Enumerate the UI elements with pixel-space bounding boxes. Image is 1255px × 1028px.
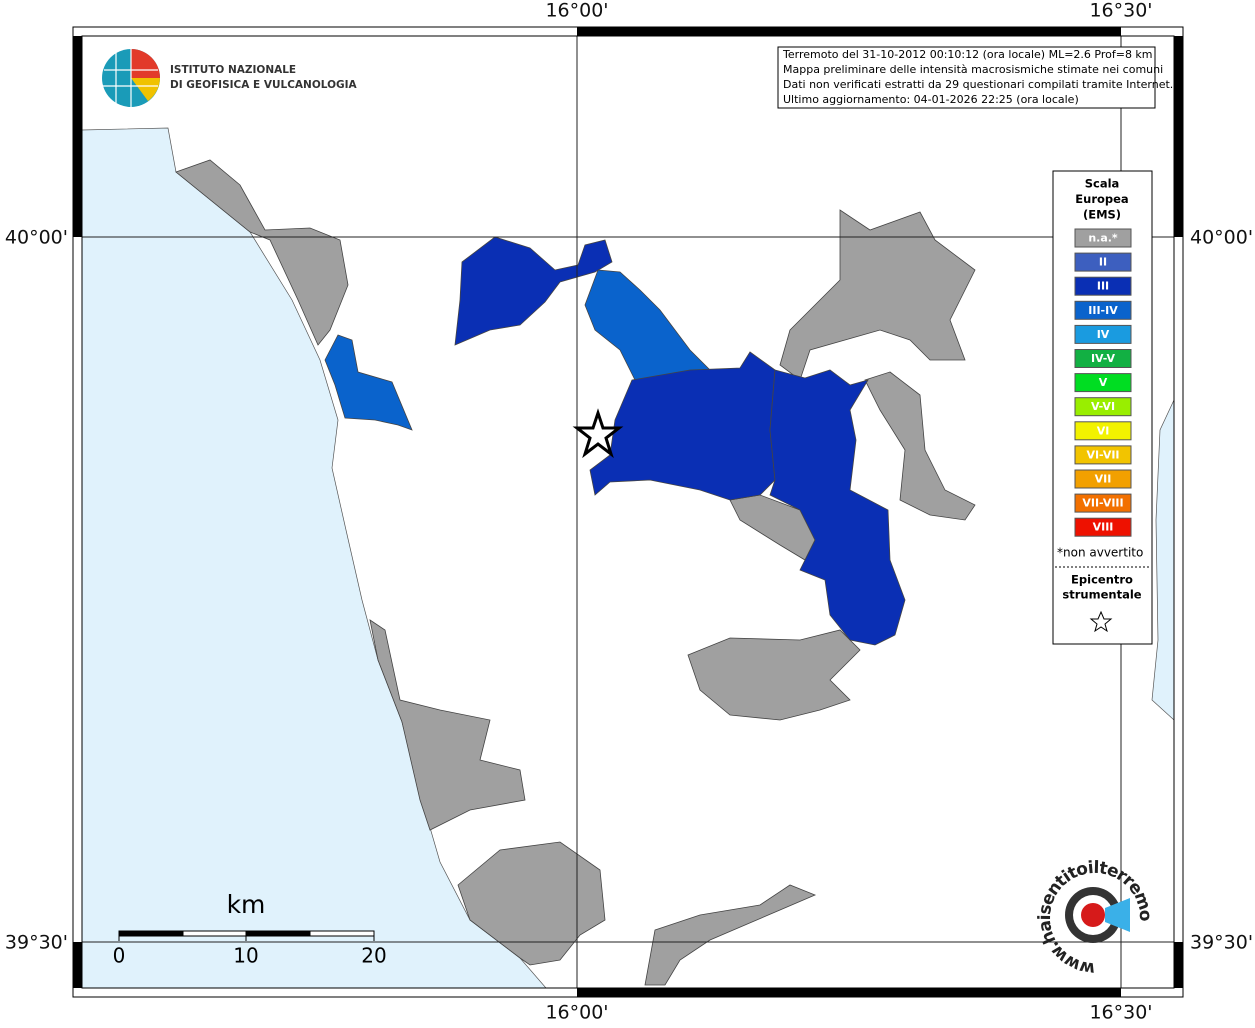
legend-star [1089,610,1113,633]
region [369,619,526,831]
legend-swatch [1074,517,1132,537]
info-line: Mappa preliminare delle intensità macros… [783,63,1163,76]
legend-label: II [1099,256,1107,269]
legend-swatch [1074,276,1132,296]
lat-label: 40°00' [5,227,68,249]
region [454,236,613,346]
legend-swatch [1074,349,1132,368]
scale-label: 20 [361,944,386,968]
legend-swatch [1074,228,1132,248]
info-line: Terremoto del 31-10-2012 00:10:12 (ora l… [782,48,1153,61]
lat-label: 39°30' [1190,932,1253,954]
ingv-logo: ISTITUTO NAZIONALE DI GEOFISICA E VULCAN… [102,49,358,107]
legend-text: Epicentro [1071,573,1133,587]
legend-label: n.a.* [1088,232,1118,245]
region [175,159,349,346]
legend-title: Europea [1075,192,1128,206]
lon-label: 16°00' [545,1002,608,1024]
legend-label: VI [1097,424,1110,437]
legend-label: V-VI [1091,400,1115,413]
scale-bar [118,930,375,941]
scale-unit: km [227,890,266,919]
scale-label: 0 [113,944,126,968]
legend-label: VI-VII [1086,448,1119,461]
legend-title: Scala [1085,177,1120,191]
region [457,841,606,966]
legend-swatch [1074,445,1132,465]
legend-swatch [1074,421,1132,441]
region [324,334,413,431]
legend-label: VII [1095,473,1112,486]
legend-label: VII-VIII [1082,497,1123,510]
info-line: Ultimo aggiornamento: 04-01-2026 22:25 (… [783,93,1079,106]
legend-label: V [1099,376,1108,389]
legend-swatch [1074,324,1132,344]
legend-swatch [1074,469,1132,489]
legend-swatch [1074,252,1132,272]
frame [72,26,1184,998]
lon-label: 16°30' [1089,0,1152,22]
legend-swatch [1074,373,1132,393]
info-line: Dati non verificati estratti da 29 quest… [783,78,1173,91]
lat-label: 40°00' [1190,227,1253,249]
lat-label: 39°30' [5,932,68,954]
legend-note: *non avvertito [1057,546,1143,560]
legend-label: VIII [1093,521,1114,534]
region [589,351,776,501]
region [779,209,976,381]
region [644,884,817,986]
logo-text: DI GEOFISICA E VULCANOLOGIA [170,79,358,91]
legend-label: IV-V [1091,352,1116,365]
scale-label: 10 [233,944,258,968]
logo-text: ISTITUTO NAZIONALE [170,64,296,76]
region [769,369,906,646]
legend-swatch [1074,397,1132,417]
legend-label: III-IV [1088,304,1118,317]
legend-label: IV [1097,328,1110,341]
region [687,629,861,721]
lon-label: 16°30' [1089,1002,1152,1024]
region [864,371,976,521]
legend-label: III [1097,280,1109,293]
info-box [777,46,1156,109]
epicenter [572,408,624,459]
legend-swatch [1074,493,1132,513]
legend-swatch [1074,300,1132,320]
lon-label: 16°00' [545,0,608,22]
legend-text: strumentale [1062,588,1141,602]
legend-title: (EMS) [1083,208,1121,222]
